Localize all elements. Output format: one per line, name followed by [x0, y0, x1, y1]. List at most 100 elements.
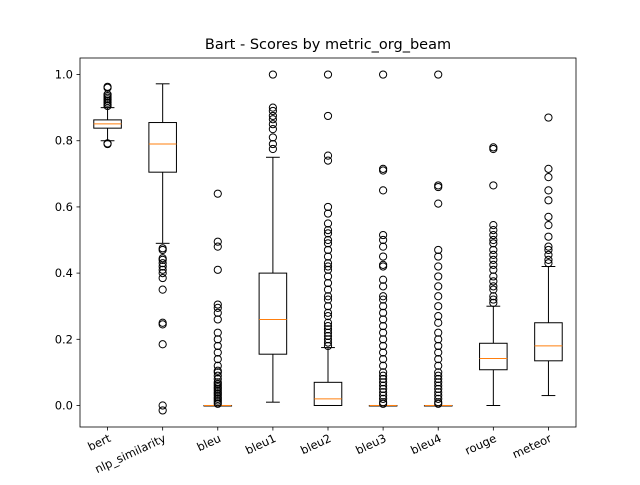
outlier-point — [489, 239, 498, 248]
outlier-point — [323, 235, 333, 245]
outlier-point — [213, 366, 222, 375]
outlier-point — [489, 272, 498, 281]
outlier-point — [323, 239, 333, 248]
outlier-point — [158, 406, 167, 415]
box-iqr — [258, 272, 288, 355]
outlier-point — [379, 398, 388, 407]
outlier-point — [213, 308, 222, 317]
outlier-point — [213, 341, 222, 351]
outlier-point — [268, 115, 277, 124]
y-tick-label: 0.2 — [55, 332, 73, 346]
outlier-point — [379, 235, 388, 245]
outlier-point — [158, 285, 167, 294]
outlier-point — [323, 278, 333, 288]
outlier-point — [323, 285, 333, 294]
outlier-point — [489, 298, 498, 307]
outlier-point — [434, 391, 443, 400]
outlier-point — [544, 259, 553, 268]
y-tick-label: 0.8 — [55, 134, 73, 148]
outlier-point — [544, 232, 553, 241]
outlier-point — [434, 381, 443, 390]
outlier-point — [323, 308, 333, 317]
outlier-point — [158, 269, 167, 278]
outlier-point — [434, 368, 443, 377]
outlier-point — [323, 265, 333, 274]
outlier-point — [544, 245, 553, 255]
outlier-point — [434, 388, 443, 397]
outlier-point — [379, 384, 388, 394]
outlier-point — [323, 151, 333, 160]
outlier-point — [544, 164, 553, 173]
outlier-point — [489, 277, 498, 286]
outlier-point — [323, 325, 333, 334]
outlier-point — [323, 295, 333, 304]
box-iqr — [148, 122, 177, 173]
outlier-point — [544, 255, 553, 264]
outlier-point — [268, 125, 277, 134]
y-tick-label: 0.6 — [55, 200, 73, 214]
outlier-point — [213, 371, 222, 380]
outlier-point — [213, 300, 222, 309]
outlier-point — [323, 318, 333, 327]
outlier-point — [323, 321, 333, 331]
outlier-point — [434, 181, 443, 190]
outlier-point — [323, 341, 333, 351]
outlier-point — [434, 292, 443, 301]
outlier-point — [544, 113, 553, 122]
outlier-point — [213, 189, 222, 198]
axes-frame — [79, 57, 577, 428]
outlier-point — [268, 106, 277, 116]
y-tick-label: 1.0 — [55, 68, 73, 82]
outlier-point — [323, 259, 333, 268]
outlier-point — [379, 368, 388, 377]
outlier-point — [489, 255, 498, 264]
box-iqr — [313, 381, 343, 406]
outlier-point — [434, 312, 443, 321]
outlier-point — [213, 265, 222, 274]
outlier-point — [434, 348, 443, 357]
outlier-point — [268, 120, 277, 129]
outlier-point — [213, 378, 222, 387]
outlier-point — [323, 331, 333, 341]
outlier-point — [434, 70, 443, 79]
outlier-point — [158, 265, 167, 274]
outlier-point — [434, 252, 443, 261]
outlier-point — [379, 388, 388, 397]
outlier-point — [323, 328, 333, 337]
outlier-point — [323, 219, 333, 228]
outlier-point — [158, 259, 167, 268]
outlier-point — [379, 70, 388, 79]
outlier-point — [158, 255, 167, 264]
outlier-point — [379, 295, 388, 304]
outlier-point — [213, 355, 222, 364]
outlier-point — [379, 260, 388, 269]
outlier-point — [489, 292, 498, 301]
outlier-point — [213, 242, 222, 251]
outlier-point — [379, 328, 388, 337]
y-tick-label: 0.0 — [55, 398, 73, 412]
outlier-point — [213, 237, 222, 246]
outlier-point — [544, 196, 553, 205]
outlier-point — [379, 302, 388, 311]
outlier-point — [434, 302, 443, 311]
outlier-point — [434, 361, 443, 370]
outlier-point — [434, 199, 443, 208]
outlier-point — [158, 340, 167, 349]
outlier-point — [489, 260, 498, 269]
outlier-point — [489, 225, 498, 235]
outlier-point — [213, 303, 222, 312]
outlier-point — [379, 242, 388, 251]
outlier-point — [489, 245, 498, 255]
outlier-point — [213, 335, 222, 344]
outlier-point — [323, 338, 333, 347]
outlier-point — [544, 250, 553, 260]
outlier-point — [379, 335, 388, 344]
outlier-point — [323, 252, 333, 261]
outlier-point — [379, 282, 388, 291]
outlier-point — [434, 394, 443, 403]
outlier-point — [544, 186, 553, 195]
outlier-point — [544, 173, 553, 182]
outlier-point — [158, 273, 167, 283]
outlier-point — [434, 378, 443, 387]
